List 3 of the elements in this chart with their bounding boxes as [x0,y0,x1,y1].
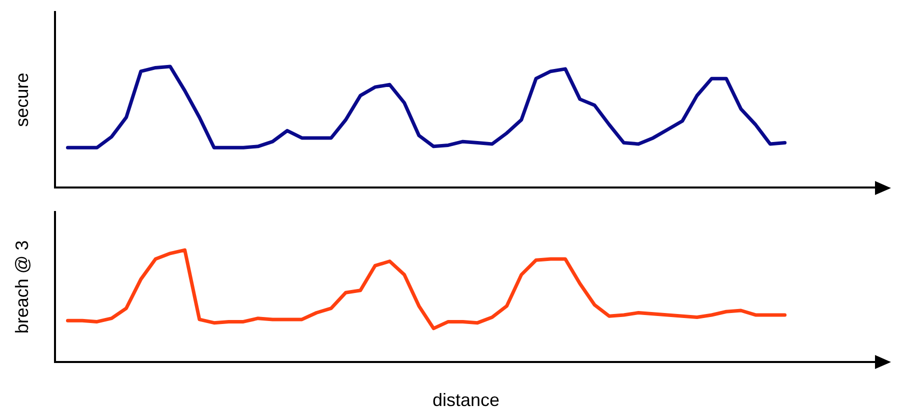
x-axis-title: distance [432,390,500,410]
y-axis-title: secure [12,72,32,127]
y-axis-title: breach @ 3 [12,240,32,334]
